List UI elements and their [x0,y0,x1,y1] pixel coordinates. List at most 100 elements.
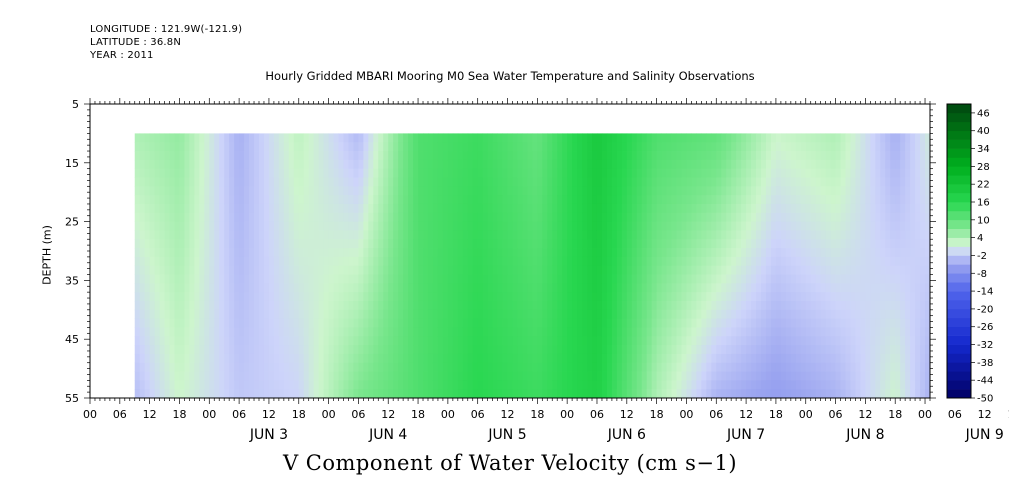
heat-cell [278,265,285,275]
heat-cell [234,186,240,196]
heat-cell [726,283,732,293]
heat-cell [482,151,489,161]
heat-cell [323,177,329,187]
heat-cell [522,133,528,143]
heat-cell [358,265,364,275]
heat-cell [875,371,881,381]
heat-cell [726,309,732,320]
heat-cell [482,133,489,143]
heat-cell [522,221,528,231]
heat-cell [154,195,160,205]
heat-cell [905,230,911,240]
heat-cell [328,195,334,205]
heat-cell [572,239,578,249]
heat-cell [442,133,449,143]
heat-cell [393,283,399,293]
heat-cell [159,292,165,302]
heat-cell [875,256,881,267]
heat-cell [427,168,434,178]
heat-cell [487,203,493,214]
heat-cell [537,327,543,337]
heat-cell [427,186,434,196]
heat-cell [164,239,170,249]
heat-cell [736,292,742,302]
heat-cell [706,389,712,398]
heat-cell [900,203,906,214]
heat-cell [263,239,270,249]
heat-cell [741,389,747,398]
heat-cell [761,177,767,187]
heat-cell [900,362,906,372]
heat-cell [870,336,876,346]
heat-cell [368,309,374,320]
heat-cell [303,309,310,320]
heat-cell [358,212,364,222]
heat-cell [626,336,633,346]
heat-cell [840,371,846,381]
heat-cell [741,300,747,311]
heat-cell [298,389,305,398]
heat-cell [457,274,464,284]
heat-cell [641,133,648,143]
heat-cell [204,177,210,187]
heat-cell [860,230,866,240]
heat-cell [920,177,926,187]
heat-cell [447,362,454,372]
heat-cell [870,221,876,231]
heat-cell [706,292,712,302]
heat-cell [631,345,638,355]
heat-cell [333,389,339,398]
heat-cell [244,203,250,214]
heat-cell [631,336,638,346]
heat-cell [840,283,846,293]
heat-cell [910,151,916,161]
heat-cell [447,300,454,311]
heat-cell [199,336,205,346]
heat-cell [666,256,672,267]
heat-cell [567,283,573,293]
heat-cell [462,327,469,337]
heat-cell [149,159,156,170]
heat-cell [517,309,523,320]
heat-cell [423,195,429,205]
heat-cell [149,195,156,205]
heat-cell [661,133,667,143]
heat-cell [552,336,558,346]
heat-cell [373,318,379,328]
heat-cell [512,327,518,337]
heat-cell [671,177,677,187]
heat-cell [587,151,593,161]
heat-cell [731,389,737,398]
heat-cell [502,362,508,372]
heat-cell [209,300,215,311]
heat-cell [865,353,871,364]
heat-cell [507,380,513,390]
heat-cell [134,186,141,196]
heat-cell [343,300,349,311]
heat-cell [661,142,667,152]
heat-cell [174,353,180,364]
heat-cell [691,221,697,231]
heat-cell [254,300,260,311]
heat-cell [775,151,782,161]
heat-cell [512,345,518,355]
heat-cell [860,151,866,161]
heat-cell [502,239,508,249]
heat-cell [134,345,141,355]
heat-cell [756,212,762,222]
heat-cell [651,212,658,222]
heat-cell [477,318,484,328]
heat-cell [308,168,315,178]
heat-cell [512,353,518,364]
heat-cell [661,159,667,170]
heat-cell [517,389,523,398]
heat-cell [686,168,692,178]
heat-cell [765,168,772,178]
heat-cell [905,256,911,267]
heat-cell [239,203,245,214]
heat-cell [502,195,508,205]
heat-cell [691,345,697,355]
heat-cell [517,177,523,187]
heat-cell [726,159,732,170]
heat-cell [765,203,772,214]
